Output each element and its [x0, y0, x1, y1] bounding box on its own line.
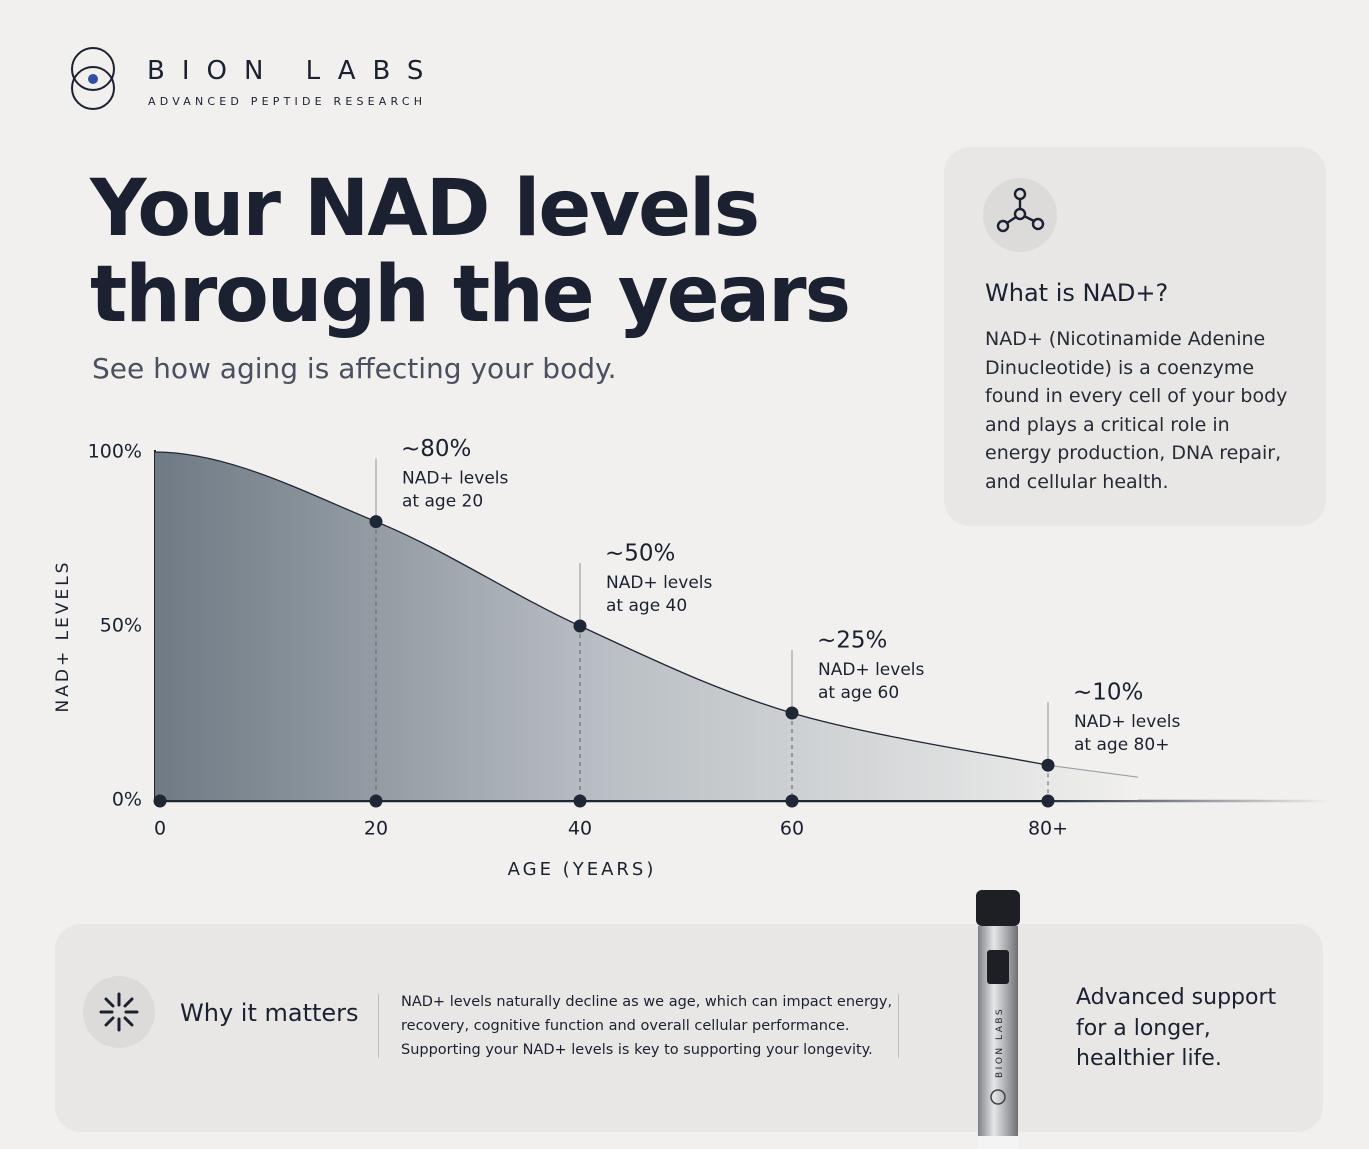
- value-label: ~10%: [1073, 680, 1143, 706]
- x-tick-dot: [1041, 794, 1055, 808]
- card-title: What is NAD+?: [985, 279, 1169, 307]
- subtitle: See how aging is affecting your body.: [92, 352, 617, 385]
- annotation: NAD+ levels: [606, 573, 713, 593]
- info-card: What is NAD+? NAD+ (Nicotinamide Adenine…: [944, 147, 1326, 526]
- y-tick-label: 100%: [88, 441, 142, 463]
- point: [785, 706, 799, 720]
- x-tick-label: 60: [780, 818, 804, 840]
- annotation: NAD+ levels: [818, 660, 925, 680]
- title-line: through the years: [90, 250, 851, 340]
- x-tick-dot: [369, 794, 383, 808]
- footer-text: NAD+ levels naturally decline as we age,…: [401, 990, 892, 1062]
- tagline-line: Advanced support: [1076, 985, 1277, 1010]
- point: [369, 515, 383, 529]
- x-tick-dot: [785, 794, 799, 808]
- x-axis-label: AGE (YEARS): [508, 859, 657, 880]
- footer-line: Supporting your NAD+ levels is key to su…: [401, 1042, 873, 1058]
- area: [155, 452, 1138, 800]
- annotation: at age 60: [818, 683, 899, 703]
- y-tick-label: 0%: [112, 789, 142, 811]
- title-line: Your NAD levels: [90, 164, 760, 254]
- x-tick-label: 80+: [1028, 818, 1068, 840]
- card-text: NAD+ (Nicotinamide Adenine Dinucleotide)…: [985, 328, 1288, 493]
- divider: [898, 994, 899, 1058]
- footer-title: Why it matters: [180, 999, 359, 1027]
- x-tick-label: 0: [154, 818, 166, 840]
- x-tick-dot: [573, 794, 587, 808]
- point: [573, 619, 587, 633]
- footer-tagline: Advanced support for a longer, healthier…: [1076, 983, 1276, 1075]
- pen-image: BION LABS: [976, 890, 1020, 1149]
- value-label: ~80%: [401, 436, 471, 462]
- title: Your NAD levels through the years: [90, 164, 851, 340]
- annotation: NAD+ levels: [1074, 712, 1181, 732]
- logo: [71, 47, 115, 110]
- footer-panel: Why it matters NAD+ levels naturally dec…: [55, 924, 1323, 1132]
- burst-icon: [83, 976, 155, 1048]
- divider: [378, 994, 379, 1058]
- footer-line: recovery, cognitive function and overall…: [401, 1018, 850, 1034]
- value-label: ~50%: [605, 541, 675, 567]
- annotation: at age 80+: [1074, 735, 1169, 755]
- x-tick-label: 20: [364, 818, 388, 840]
- value-label: ~25%: [817, 628, 887, 654]
- y-tick-label: 50%: [100, 615, 142, 637]
- pen-label: BION LABS: [995, 1007, 1005, 1078]
- tagline-line: for a longer,: [1076, 1015, 1211, 1041]
- point: [1041, 758, 1055, 772]
- annotation: at age 20: [402, 492, 483, 512]
- brand-name: BION LABS: [147, 56, 441, 86]
- x-tick-label: 40: [568, 818, 592, 840]
- annotation: at age 40: [606, 596, 687, 616]
- y-axis-label: NAD+ LEVELS: [53, 560, 73, 713]
- footer-line: NAD+ levels naturally decline as we age,…: [401, 994, 893, 1010]
- curve-tail: [1047, 764, 1139, 778]
- molecule-icon: [983, 178, 1057, 252]
- tagline-line: healthier life.: [1076, 1046, 1222, 1071]
- annotation: NAD+ levels: [402, 469, 509, 489]
- x-tick-dot: [153, 794, 167, 808]
- brand-tagline: ADVANCED PEPTIDE RESEARCH: [148, 95, 427, 108]
